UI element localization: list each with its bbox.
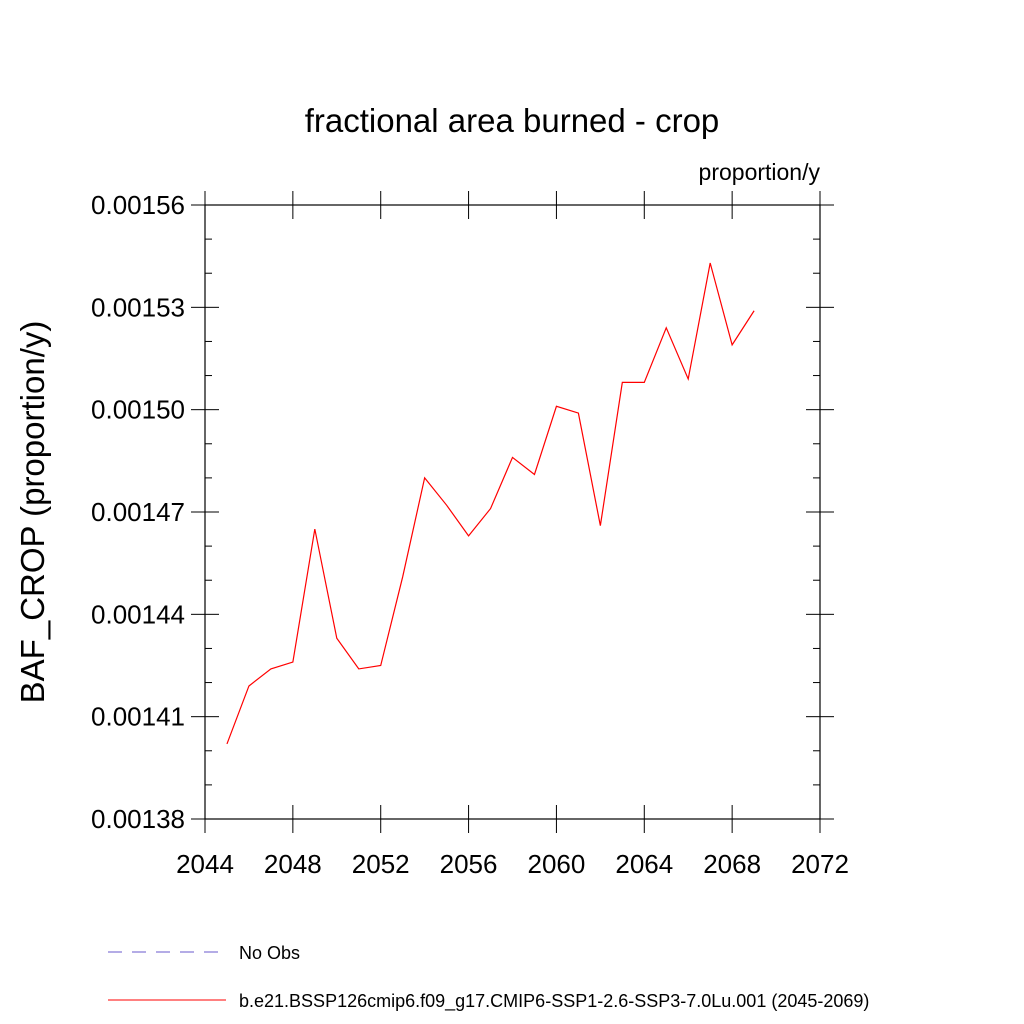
units-label: proportion/y xyxy=(699,159,821,185)
y-tick-label: 0.00150 xyxy=(91,395,185,425)
y-tick-label: 0.00147 xyxy=(91,497,185,527)
data-point xyxy=(467,534,470,537)
y-tick-label: 0.00153 xyxy=(91,292,185,322)
data-point xyxy=(709,261,712,264)
x-tick-label: 2068 xyxy=(703,849,761,879)
legend-label: No Obs xyxy=(239,943,300,963)
data-point xyxy=(269,667,272,670)
data-point xyxy=(533,473,536,476)
data-point xyxy=(621,381,624,384)
data-point xyxy=(577,412,580,415)
chart-title: fractional area burned - crop xyxy=(305,102,720,139)
legend-label: b.e21.BSSP126cmip6.f09_g17.CMIP6-SSP1-2.… xyxy=(239,991,869,1012)
data-point xyxy=(445,504,448,507)
plot-frame xyxy=(204,204,821,820)
data-point xyxy=(511,456,514,459)
x-tick-label: 2064 xyxy=(615,849,673,879)
data-point xyxy=(247,684,250,687)
x-tick-label: 2048 xyxy=(264,849,322,879)
data-point xyxy=(753,309,756,312)
data-point xyxy=(291,661,294,664)
series-line-1 xyxy=(226,262,755,745)
data-point xyxy=(643,381,646,384)
y-tick-label: 0.00141 xyxy=(91,702,185,732)
x-tick-label: 2060 xyxy=(528,849,586,879)
axis-tick-labels: 2044 2048 2052 2056 2060 2064 2068 2072 0.00138 0… xyxy=(91,190,849,879)
data-point xyxy=(313,528,316,531)
data-point xyxy=(225,742,228,745)
data-point xyxy=(401,575,404,578)
y-tick-label: 0.00156 xyxy=(91,190,185,220)
data-point xyxy=(555,405,558,408)
data-point xyxy=(357,667,360,670)
y-tick-label: 0.00138 xyxy=(91,804,185,834)
data-point xyxy=(687,377,690,380)
data-point xyxy=(731,343,734,346)
x-tick-label: 2052 xyxy=(352,849,410,879)
series-layer xyxy=(225,261,756,745)
data-point xyxy=(665,326,668,329)
x-tick-label: 2056 xyxy=(440,849,498,879)
data-point xyxy=(599,524,602,527)
x-tick-label: 2072 xyxy=(791,849,849,879)
data-point xyxy=(423,476,426,479)
data-point xyxy=(335,637,338,640)
data-point xyxy=(379,664,382,667)
x-tick-label: 2044 xyxy=(176,849,234,879)
axis-ticks xyxy=(191,191,834,833)
legend: No Obs b.e21.BSSP126cmip6.f09_g17.CMIP6-S… xyxy=(108,943,869,1012)
y-axis-label: BAF_CROP (proportion/y) xyxy=(14,321,51,704)
data-point xyxy=(489,507,492,510)
y-tick-label: 0.00144 xyxy=(91,599,185,629)
